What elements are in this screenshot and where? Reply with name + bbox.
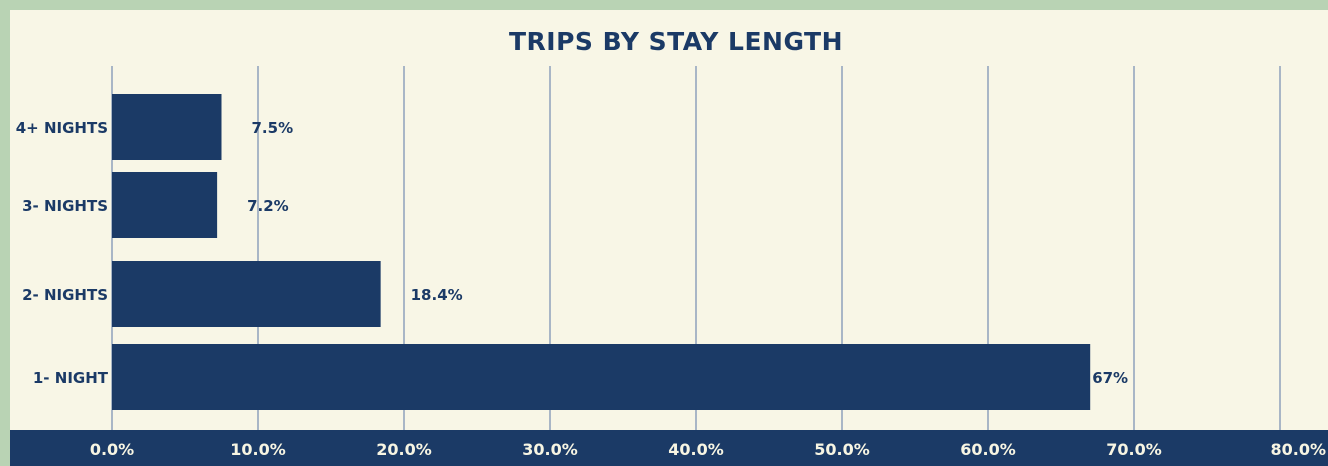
data-label: 7.2% [247,197,289,215]
category-label: 4+ NIGHTS [16,119,108,137]
x-axis-band [10,430,1328,466]
bars [112,94,1091,410]
data-label: 67% [1092,369,1128,387]
category-label: 1- NIGHT [33,369,109,387]
x-tick-label: 10.0% [230,440,286,459]
category-label: 2- NIGHTS [22,286,108,304]
bar [112,261,381,327]
data-label: 7.5% [252,119,294,137]
x-axis-ticks: 0.0% 10.0% 20.0% 30.0% 40.0% 50.0% 60.0% 70.0% 8… [90,440,1326,459]
data-label: 18.4% [411,286,463,304]
x-tick-label: 70.0% [1106,440,1162,459]
x-tick-label: 80.0% [1270,440,1326,459]
bar [112,94,222,160]
chart-title: TRIPS BY STAY LENGTH [509,27,843,56]
x-tick-label: 30.0% [522,440,578,459]
x-tick-label: 60.0% [960,440,1016,459]
category-label: 3- NIGHTS [22,197,108,215]
x-tick-label: 50.0% [814,440,870,459]
bar [112,344,1091,410]
labels: 4+ NIGHTS 7.5% 3- NIGHTS 7.2% 2- NIGHTS 18.4%… [16,119,1128,387]
x-tick-label: 40.0% [668,440,724,459]
x-tick-label: 0.0% [90,440,134,459]
x-tick-label: 20.0% [376,440,432,459]
bar [112,172,218,238]
